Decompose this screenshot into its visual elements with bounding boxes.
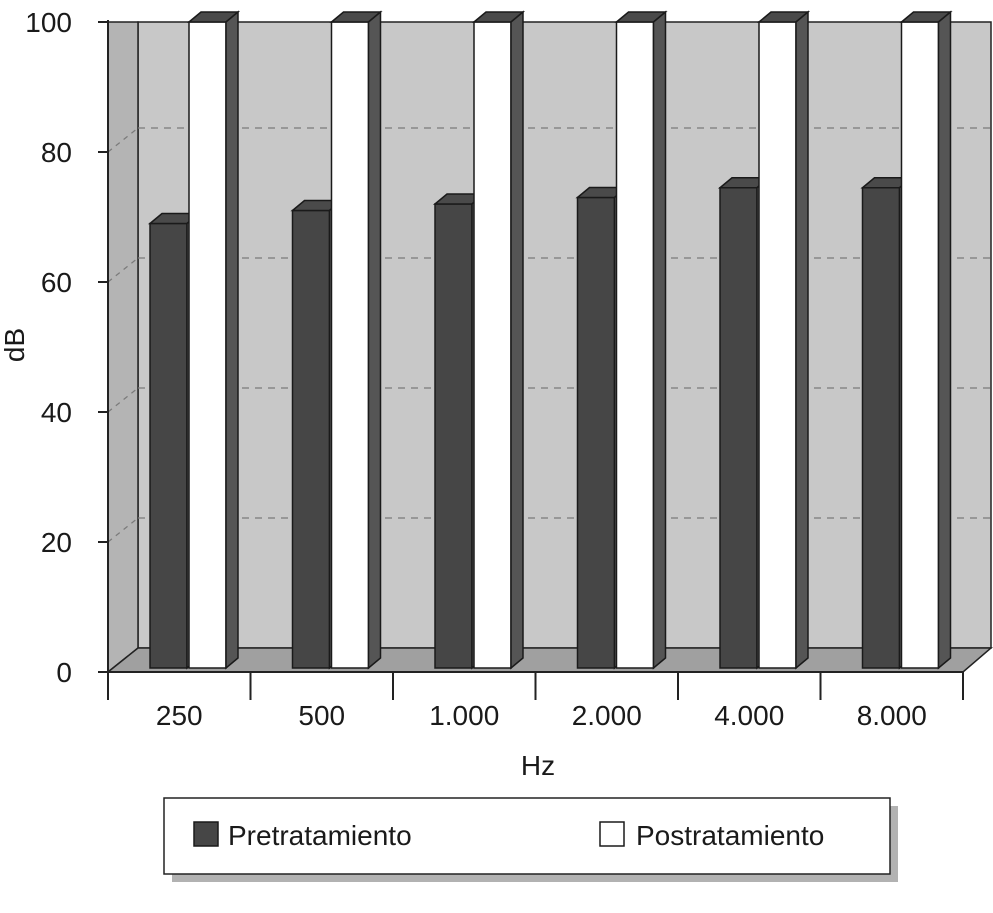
bar-side — [652, 10, 667, 670]
x-tick-label: 250 — [156, 700, 203, 731]
bars — [147, 10, 953, 670]
gridline-side — [107, 257, 139, 283]
gridlines — [107, 127, 991, 543]
bar-front — [615, 21, 655, 669]
legend-box — [163, 797, 891, 875]
bar — [186, 10, 241, 670]
y-tick-label: 0 — [56, 657, 72, 688]
bar — [614, 10, 668, 670]
y-tick-labels: 0 20 40 60 80 100 — [25, 7, 72, 688]
x-tick-label: 500 — [298, 700, 345, 731]
x-tick-label: 2.000 — [572, 700, 642, 731]
y-tick-label: 40 — [41, 397, 72, 428]
bar-front — [758, 21, 797, 669]
bar-front — [861, 187, 901, 669]
gridline-side — [107, 517, 139, 543]
y-tick-label: 60 — [41, 267, 72, 298]
bar-side — [510, 10, 524, 670]
bar-front — [188, 21, 227, 669]
chart-walls — [105, 21, 993, 674]
bar-front — [473, 21, 512, 669]
legend-swatch — [193, 821, 219, 847]
bar — [756, 10, 811, 670]
x-tick-label: 4.000 — [714, 700, 784, 731]
y-tick-label: 80 — [41, 137, 72, 168]
bar-front — [330, 21, 370, 669]
bar-side — [225, 10, 239, 670]
y-axis-title: dB — [0, 328, 30, 362]
bar-front — [434, 203, 473, 669]
bar-front — [291, 209, 331, 669]
x-tick-label: 8.000 — [857, 700, 927, 731]
bar — [899, 10, 953, 670]
bar-side — [367, 10, 382, 670]
y-tick-label: 100 — [25, 7, 72, 38]
legend-swatch — [599, 821, 625, 847]
bar-side — [795, 10, 809, 670]
gridline-side — [107, 387, 139, 413]
x-tick-labels: 250 500 1.000 2.000 4.000 8.000 — [156, 700, 927, 731]
bar-side — [937, 10, 952, 670]
axes — [98, 20, 964, 700]
legend-label: Pretratamiento — [228, 820, 412, 851]
legend-label: Postratamiento — [636, 820, 824, 851]
side-wall — [107, 21, 139, 674]
floor — [105, 647, 993, 673]
legend: Pretratamiento Postratamiento — [163, 797, 898, 882]
x-axis-title: Hz — [521, 750, 555, 781]
bar-front — [576, 196, 616, 669]
bar-front — [719, 187, 758, 669]
bar-front — [900, 21, 940, 669]
bar — [329, 10, 383, 670]
bar-front — [149, 222, 188, 669]
gridline-side — [107, 127, 139, 153]
x-tick-label: 1.000 — [429, 700, 499, 731]
bar — [471, 10, 526, 670]
y-tick-label: 20 — [41, 527, 72, 558]
